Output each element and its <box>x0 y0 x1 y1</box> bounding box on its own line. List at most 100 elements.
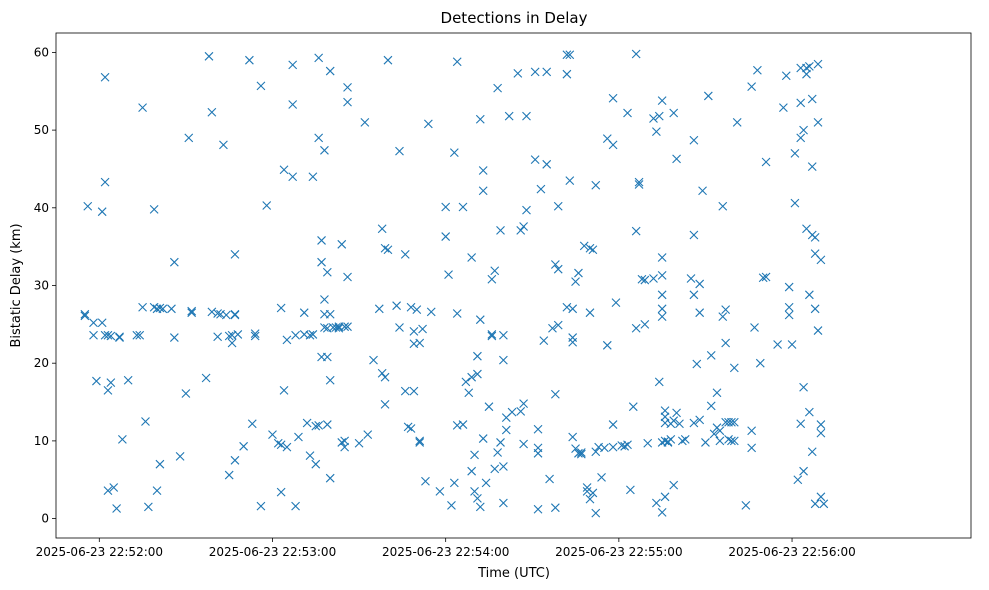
data-point <box>224 470 234 480</box>
data-point <box>608 140 618 150</box>
data-point <box>626 485 635 495</box>
data-point <box>322 352 332 362</box>
data-point <box>600 443 609 453</box>
data-point <box>138 302 147 312</box>
data-point <box>660 436 670 446</box>
data-point <box>250 331 260 341</box>
data-point <box>421 476 430 486</box>
data-point <box>487 331 497 341</box>
data-point <box>582 486 592 496</box>
data-point <box>219 140 228 150</box>
data-point <box>588 245 598 255</box>
data-point <box>816 428 826 438</box>
data-point <box>256 81 266 91</box>
data-point <box>799 466 808 476</box>
data-point <box>634 177 644 187</box>
data-point <box>484 402 494 412</box>
data-point <box>109 483 119 492</box>
data-point <box>363 430 373 440</box>
data-point <box>550 260 560 269</box>
data-point <box>640 319 650 329</box>
data-point <box>470 486 479 496</box>
data-point <box>715 426 725 436</box>
data-point <box>672 154 681 164</box>
data-point <box>695 279 705 289</box>
data-point <box>519 439 528 449</box>
data-point <box>343 82 352 92</box>
data-point <box>106 378 116 388</box>
data-point <box>576 448 586 457</box>
y-axis-title: Bistatic Delay (km) <box>9 223 24 347</box>
data-point <box>169 333 179 342</box>
data-point <box>499 462 508 471</box>
data-point <box>608 420 618 429</box>
data-point <box>247 419 257 429</box>
data-point <box>657 312 667 321</box>
data-point <box>790 198 800 208</box>
data-point <box>657 304 667 314</box>
data-point <box>654 377 664 387</box>
data-point <box>819 499 829 509</box>
data-point <box>790 149 800 158</box>
data-point <box>637 274 647 284</box>
data-point <box>602 340 612 350</box>
data-point <box>553 264 563 274</box>
data-point <box>496 225 505 235</box>
y-tick-label: 10 <box>34 434 49 448</box>
y-tick-label: 60 <box>34 45 49 59</box>
data-point <box>311 459 321 469</box>
data-point <box>97 318 107 328</box>
data-point <box>256 501 266 511</box>
data-point <box>784 302 794 312</box>
data-point <box>262 201 272 210</box>
data-point <box>530 155 540 165</box>
data-point <box>628 402 638 412</box>
data-point <box>703 91 713 101</box>
data-point <box>317 236 326 245</box>
data-point <box>201 373 211 383</box>
data-point <box>155 303 165 313</box>
data-point <box>291 330 300 340</box>
data-point <box>504 111 514 121</box>
data-point <box>360 117 370 127</box>
data-point <box>288 172 298 182</box>
data-point <box>423 119 433 129</box>
data-point <box>657 290 667 300</box>
data-point <box>522 111 531 121</box>
data-point <box>729 436 739 446</box>
data-point <box>536 184 546 194</box>
data-point <box>343 272 352 282</box>
y-tick-label: 20 <box>34 356 49 370</box>
data-point <box>657 507 667 517</box>
data-point <box>712 388 722 398</box>
data-point <box>568 304 578 314</box>
data-point <box>392 301 401 311</box>
x-tick-label: 2025-06-23 22:52:00 <box>36 545 163 559</box>
data-point <box>568 333 578 342</box>
data-point <box>672 408 681 418</box>
data-point <box>115 333 124 342</box>
data-point <box>458 202 468 212</box>
data-point <box>478 166 488 175</box>
data-point <box>660 412 670 422</box>
x-axis: 2025-06-23 22:52:00 2025-06-23 22:53:00 20… <box>36 538 856 559</box>
data-point <box>268 430 277 440</box>
data-point <box>279 385 289 395</box>
data-point <box>233 330 243 339</box>
data-point <box>467 372 477 382</box>
data-point <box>585 308 595 318</box>
data-point <box>245 55 254 65</box>
x-tick-label: 2025-06-23 22:54:00 <box>382 545 509 559</box>
data-point <box>729 363 739 373</box>
y-tick-label: 50 <box>34 123 49 137</box>
data-point <box>447 500 456 510</box>
data-point <box>698 186 707 196</box>
data-point <box>406 302 416 312</box>
data-point <box>657 96 667 105</box>
data-point <box>276 487 286 497</box>
y-tick-label: 30 <box>34 279 49 293</box>
data-point <box>325 66 335 76</box>
data-point <box>651 498 661 508</box>
data-point <box>588 488 598 498</box>
data-point <box>574 268 583 278</box>
